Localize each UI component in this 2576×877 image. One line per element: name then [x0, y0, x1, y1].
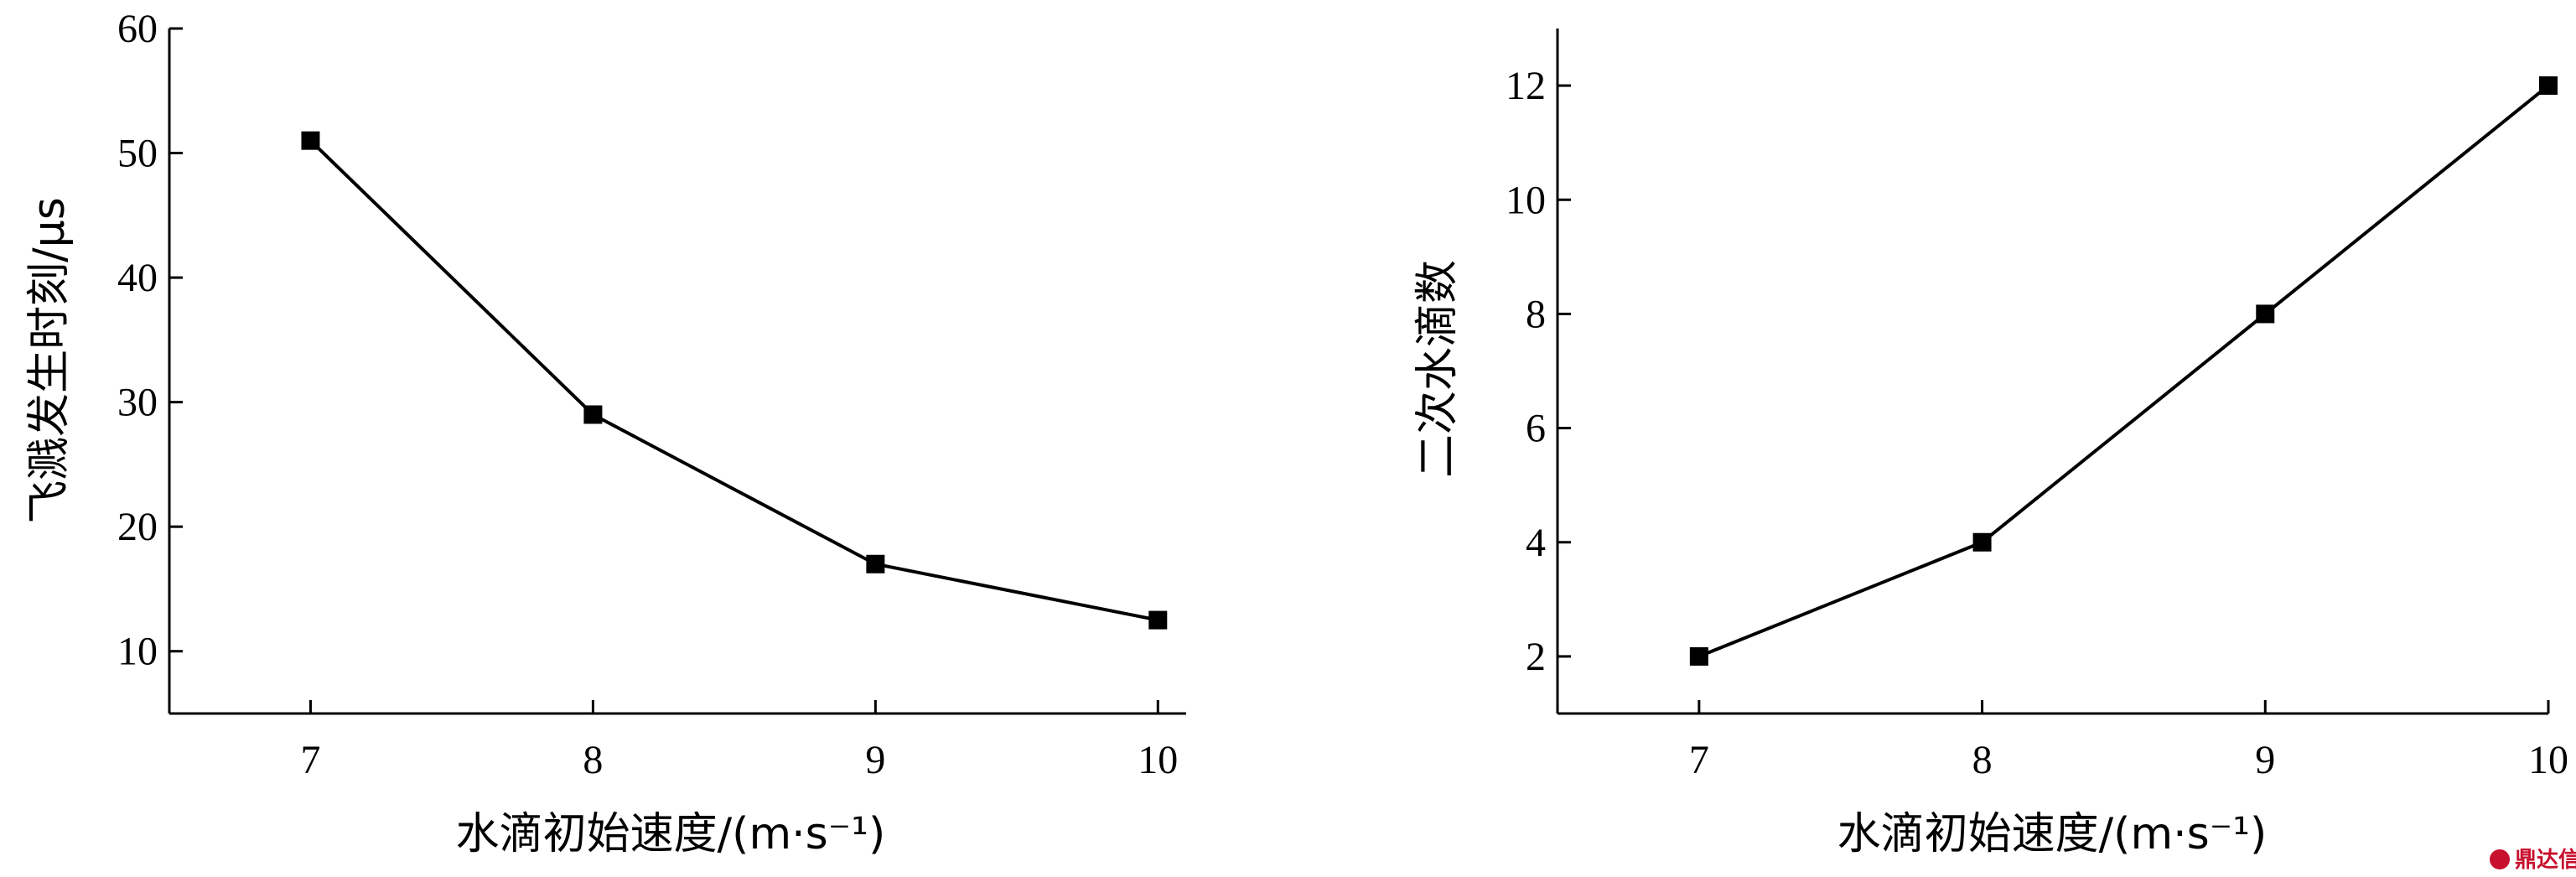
y-tick-label: 8	[1526, 292, 1546, 336]
x-tick-label: 8	[583, 738, 603, 782]
y-tick-label: 2	[1526, 635, 1546, 679]
watermark-text: 鼎达信	[2515, 848, 2576, 873]
x-tick-label: 10	[2528, 738, 2568, 782]
y-tick-label: 4	[1526, 521, 1546, 565]
data-point-marker	[2256, 304, 2275, 324]
y-tick-label: 6	[1526, 407, 1546, 451]
y-axis-label: 飞溅发生时刻/μs	[24, 197, 75, 524]
x-tick-label: 8	[1972, 738, 1993, 782]
watermark: 鼎达信	[2490, 848, 2576, 873]
x-tick-label: 9	[2255, 738, 2275, 782]
data-point-marker	[301, 131, 320, 150]
x-tick-label: 7	[300, 738, 320, 782]
series-line	[309, 139, 1158, 622]
chart-secondary-droplets: 水滴初始速度/(m·s⁻¹) 二次水滴数 7 8 9 10 2 4 6 8 10 12	[1412, 29, 2568, 859]
data-point-marker	[1148, 610, 1168, 630]
x-tick-label: 10	[1138, 738, 1178, 782]
series-line	[1698, 84, 2550, 658]
data-point-marker	[1972, 532, 1992, 552]
x-axis-label: 水滴初始速度/(m·s⁻¹)	[456, 809, 886, 859]
y-tick-label: 10	[117, 630, 158, 674]
x-axis-label: 水滴初始速度/(m·s⁻¹)	[1837, 809, 2268, 859]
data-point-marker	[2539, 76, 2558, 96]
y-tick-label: 20	[117, 505, 158, 549]
data-point-marker	[866, 554, 885, 573]
y-axis-label: 二次水滴数	[1412, 260, 1463, 478]
y-tick-label: 30	[117, 381, 158, 425]
x-tick-label: 7	[1689, 738, 1709, 782]
y-tick-label: 12	[1506, 64, 1546, 108]
y-tick-label: 50	[117, 132, 158, 176]
y-tick-label: 10	[1506, 178, 1546, 222]
y-tick-label: 60	[117, 7, 158, 51]
dingdaxin-logo-icon	[2490, 849, 2510, 869]
x-tick-label: 9	[865, 738, 885, 782]
y-tick-label: 40	[117, 256, 158, 300]
data-point-marker	[1689, 646, 1708, 666]
data-point-marker	[583, 405, 603, 424]
chart-splash-time: 水滴初始速度/(m·s⁻¹) 飞溅发生时刻/μs 7 8 9 10 10 20 30 40 50…	[24, 7, 1186, 859]
